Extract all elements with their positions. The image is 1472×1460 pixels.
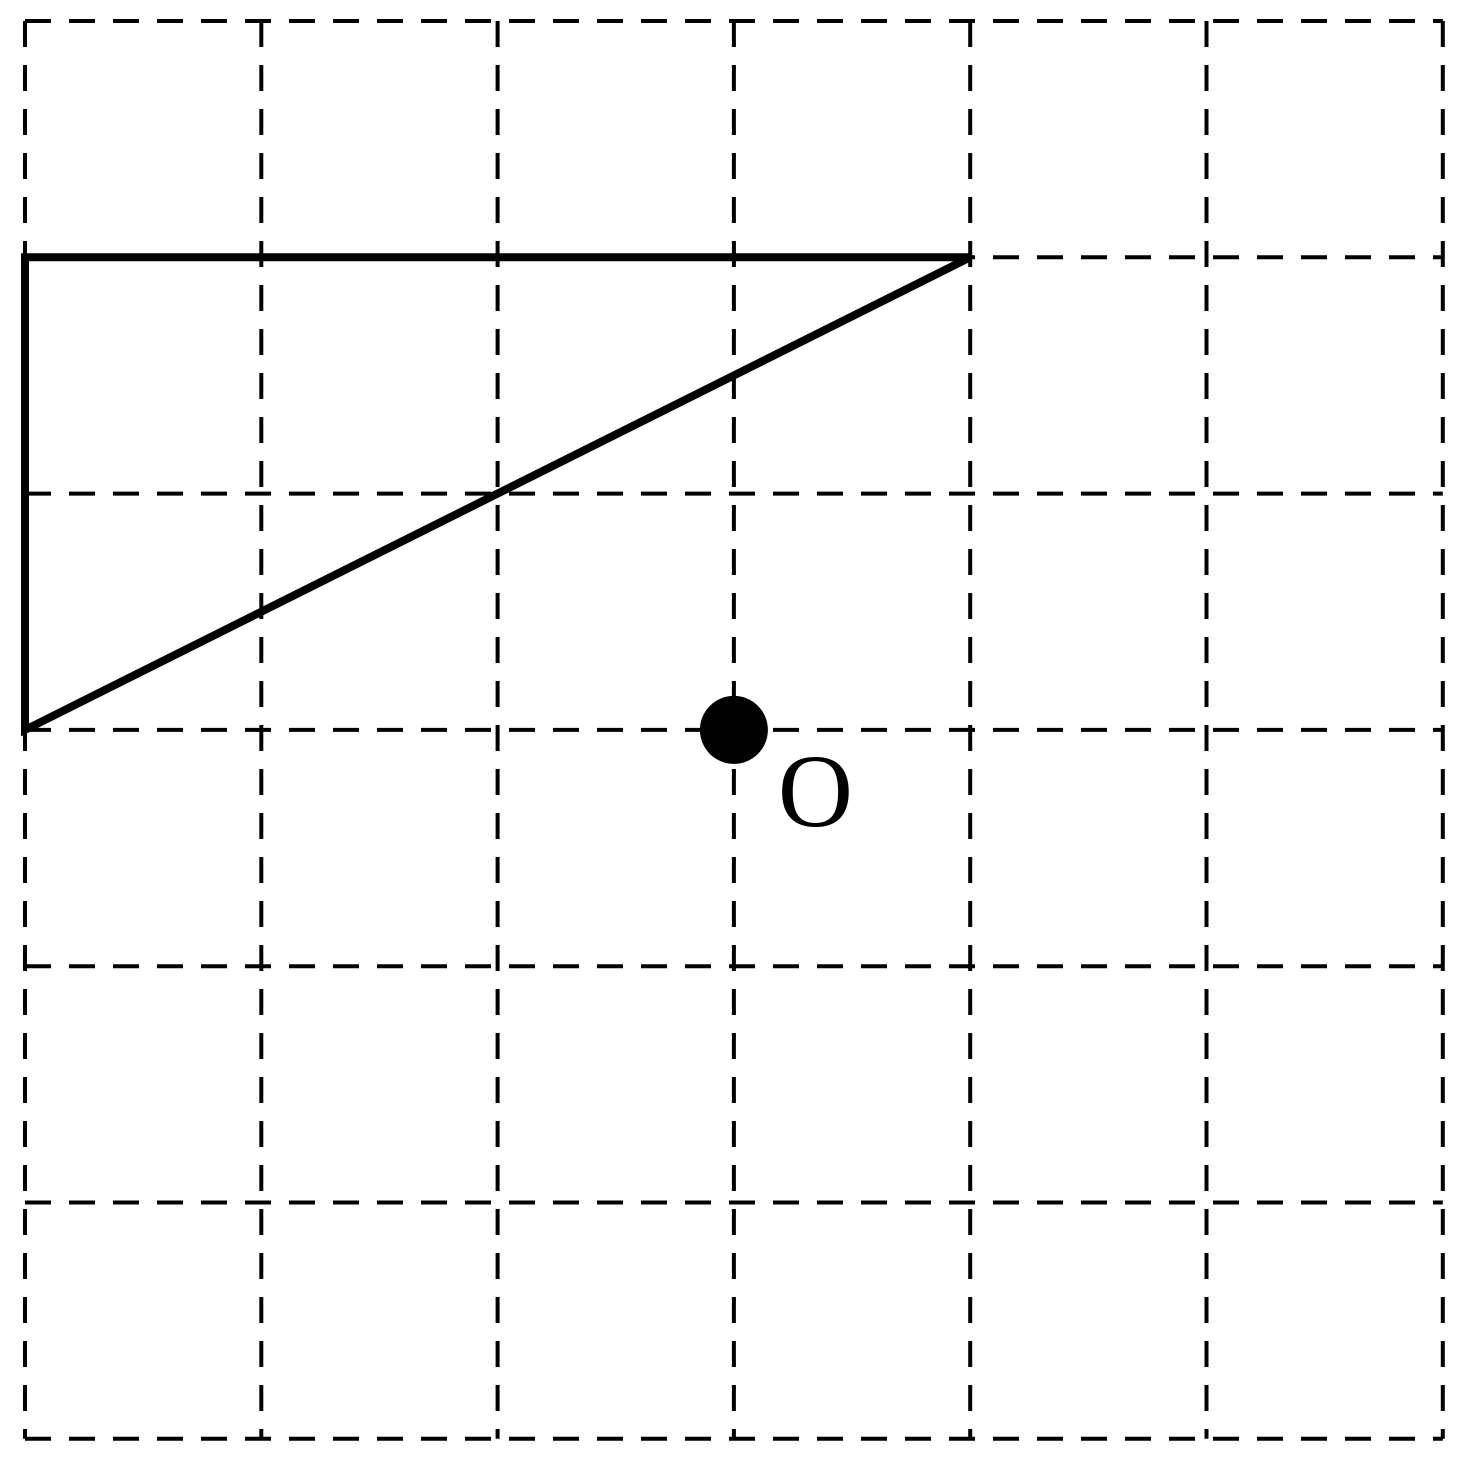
right-triangle [21,253,972,737]
point-o-label: O [778,734,853,849]
point-o-dot [699,695,768,764]
